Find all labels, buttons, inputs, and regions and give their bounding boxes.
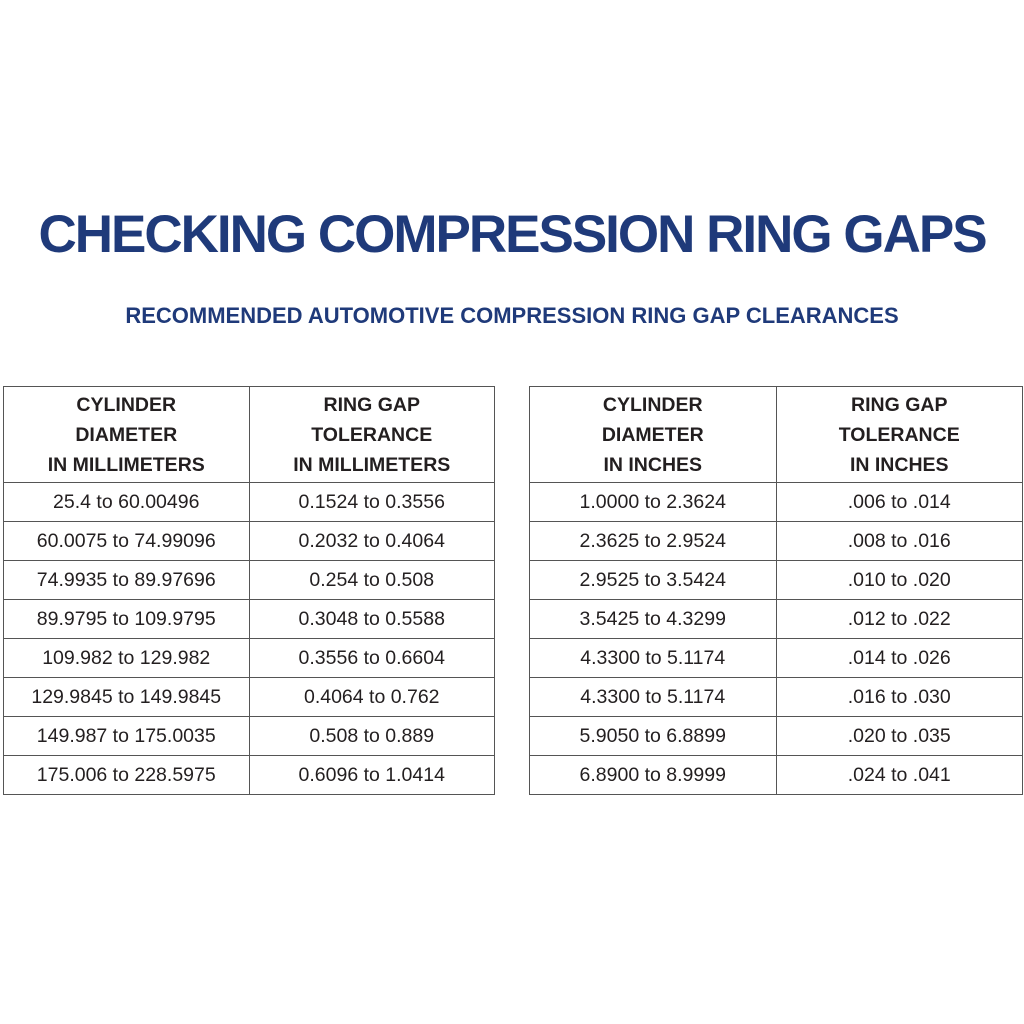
table-row: 5.9050 to 6.8899.020 to .035 — [529, 716, 1023, 756]
cylinder-diameter-cell: 175.006 to 228.5975 — [3, 755, 250, 795]
cylinder-diameter-cell: 4.3300 to 5.1174 — [529, 638, 777, 678]
column-header-line: RING GAP — [323, 393, 420, 416]
ring-gap-cell: 0.254 to 0.508 — [248, 560, 495, 600]
table-row: 74.9935 to 89.97696 0.254 to 0.508 — [3, 560, 495, 600]
cylinder-diameter-cell: 2.9525 to 3.5424 — [529, 560, 777, 600]
table-row: 149.987 to 175.0035 0.508 to 0.889 — [3, 716, 495, 756]
cylinder-diameter-cell: 1.0000 to 2.3624 — [529, 482, 777, 522]
table-row: 3.5425 to 4.3299.012 to .022 — [529, 599, 1023, 639]
table-row: 109.982 to 129.982 0.3556 to 0.6604 — [3, 638, 495, 678]
column-header-line: IN INCHES — [603, 453, 703, 476]
column-header-line: TOLERANCE — [838, 423, 960, 446]
table-header-row: CYLINDER DIAMETER IN INCHES RING GAP TOLERAN… — [529, 386, 1023, 483]
table-row: 4.3300 to 5.1174.014 to .026 — [529, 638, 1023, 678]
cylinder-diameter-cell: 3.5425 to 4.3299 — [529, 599, 777, 639]
table-row: 2.3625 to 2.9524.008 to .016 — [529, 521, 1023, 561]
table-row: 175.006 to 228.5975 0.6096 to 1.0414 — [3, 755, 495, 795]
column-header-line: CYLINDER — [602, 393, 703, 416]
cylinder-diameter-cell: 109.982 to 129.982 — [3, 638, 250, 678]
cylinder-diameter-cell: 149.987 to 175.0035 — [3, 716, 250, 756]
cylinder-diameter-cell: 89.9795 to 109.9795 — [3, 599, 250, 639]
ring-gap-cell: .020 to .035 — [775, 716, 1023, 756]
cylinder-diameter-cell: 4.3300 to 5.1174 — [529, 677, 777, 717]
ring-gap-cell: .012 to .022 — [775, 599, 1023, 639]
ring-gap-cell: 0.2032 to 0.4064 — [248, 521, 495, 561]
cylinder-diameter-cell: 2.3625 to 2.9524 — [529, 521, 777, 561]
table-row: 89.9795 to 109.9795 0.3048 to 0.5588 — [3, 599, 495, 639]
cylinder-diameter-cell: 25.4 to 60.00496 — [3, 482, 250, 522]
ring-gap-cell: 0.1524 to 0.3556 — [248, 482, 495, 522]
column-header: CYLINDER DIAMETER IN INCHES — [529, 386, 777, 483]
column-header-line: IN MILLIMETERS — [293, 453, 451, 476]
ring-gap-cell: .014 to .026 — [775, 638, 1023, 678]
column-header-line: DIAMETER — [75, 423, 178, 446]
column-header-line: IN MILLIMETERS — [47, 453, 205, 476]
column-header-line: TOLERANCE — [311, 423, 433, 446]
ring-gap-cell: 0.4064 to 0.762 — [248, 677, 495, 717]
column-header: CYLINDER DIAMETER IN MILLIMETERS — [3, 386, 250, 483]
cylinder-diameter-cell: 129.9845 to 149.9845 — [3, 677, 250, 717]
column-header-line: DIAMETER — [601, 423, 704, 446]
table-header-row: CYLINDER DIAMETER IN MILLIMETERS RING GAP TO… — [3, 386, 495, 483]
cylinder-diameter-cell: 5.9050 to 6.8899 — [529, 716, 777, 756]
page-subtitle: RECOMMENDED AUTOMOTIVE COMPRESSION RING … — [125, 303, 899, 328]
table-row: 25.4 to 60.00496 0.1524 to 0.3556 — [3, 482, 495, 522]
page-title: CHECKING COMPRESSION RING GAPS — [38, 205, 987, 264]
table-row: 129.9845 to 149.9845 0.4064 to 0.762 — [3, 677, 495, 717]
ring-gap-cell: 0.6096 to 1.0414 — [248, 755, 495, 795]
cylinder-diameter-cell: 60.0075 to 74.99096 — [3, 521, 250, 561]
table-row: 2.9525 to 3.5424.010 to .020 — [529, 560, 1023, 600]
table-row: 6.8900 to 8.9999.024 to .041 — [529, 755, 1023, 795]
ring-gap-cell: .008 to .016 — [775, 521, 1023, 561]
cylinder-diameter-cell: 74.9935 to 89.97696 — [3, 560, 250, 600]
column-header-line: RING GAP — [851, 393, 948, 416]
ring-gap-cell: 0.508 to 0.889 — [248, 716, 495, 756]
column-header-line: IN INCHES — [849, 453, 949, 476]
column-header-line: CYLINDER — [76, 393, 177, 416]
page-title-wrap: CHECKING COMPRESSION RING GAPS — [0, 205, 1024, 265]
ring-gap-cell: .024 to .041 — [775, 755, 1023, 795]
inch-table: CYLINDER DIAMETER IN INCHES RING GAP TOLERAN… — [529, 386, 1023, 795]
column-header: RING GAP TOLERANCE IN INCHES — [775, 386, 1023, 483]
cylinder-diameter-cell: 6.8900 to 8.9999 — [529, 755, 777, 795]
ring-gap-cell: 0.3048 to 0.5588 — [248, 599, 495, 639]
table-row: 1.0000 to 2.3624.006 to .014 — [529, 482, 1023, 522]
table-row: 4.3300 to 5.1174.016 to .030 — [529, 677, 1023, 717]
ring-gap-cell: 0.3556 to 0.6604 — [248, 638, 495, 678]
ring-gap-cell: .006 to .014 — [775, 482, 1023, 522]
ring-gap-cell: .010 to .020 — [775, 560, 1023, 600]
metric-table: CYLINDER DIAMETER IN MILLIMETERS RING GAP TO… — [3, 386, 495, 795]
table-row: 60.0075 to 74.99096 0.2032 to 0.4064 — [3, 521, 495, 561]
column-header: RING GAP TOLERANCE IN MILLIMETERS — [248, 386, 495, 483]
ring-gap-cell: .016 to .030 — [775, 677, 1023, 717]
